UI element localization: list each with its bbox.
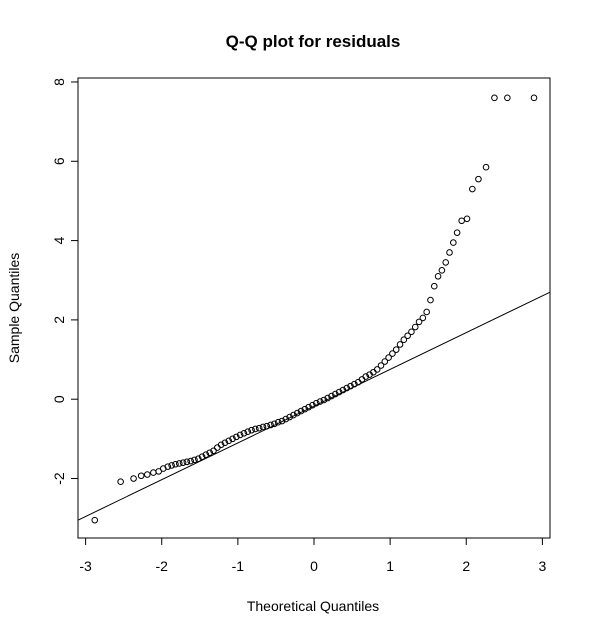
data-point	[118, 479, 124, 485]
data-point	[184, 459, 190, 465]
data-point	[144, 472, 150, 478]
data-point	[424, 309, 430, 315]
data-point	[447, 250, 453, 256]
plot-frame	[78, 78, 550, 538]
data-point	[531, 95, 537, 101]
data-point	[176, 461, 182, 467]
data-point	[464, 216, 470, 222]
data-point	[409, 329, 415, 335]
y-tick-label: 8	[51, 78, 67, 86]
data-point	[492, 95, 498, 101]
data-point	[443, 260, 449, 266]
y-tick-label: 6	[51, 157, 67, 165]
data-point	[215, 445, 221, 451]
data-point	[253, 426, 259, 432]
data-point	[359, 377, 365, 383]
x-tick-label: 1	[386, 558, 394, 574]
reference-line	[78, 292, 550, 520]
x-axis-label: Theoretical Quantiles	[247, 598, 379, 614]
y-tick-label: -2	[51, 472, 67, 485]
y-tick-label: 0	[51, 395, 67, 403]
data-point	[454, 230, 460, 236]
x-tick-label: -1	[232, 558, 245, 574]
data-point	[505, 95, 511, 101]
y-tick-label: 2	[51, 316, 67, 324]
data-point	[451, 240, 457, 246]
data-point	[169, 463, 175, 469]
data-point	[439, 268, 445, 274]
data-point	[92, 517, 98, 523]
data-point	[256, 425, 262, 431]
x-tick-label: 3	[538, 558, 546, 574]
data-point	[138, 473, 144, 479]
data-point	[483, 164, 489, 170]
data-point	[151, 470, 157, 476]
x-tick-label: -2	[156, 558, 169, 574]
data-point	[435, 273, 441, 279]
data-point	[476, 176, 482, 182]
y-tick-label: 4	[51, 236, 67, 244]
data-point	[192, 457, 198, 463]
data-points	[92, 95, 537, 523]
data-point	[180, 460, 186, 466]
data-point	[397, 342, 403, 348]
x-tick-label: 0	[310, 558, 318, 574]
data-point	[431, 283, 437, 289]
data-point	[428, 297, 434, 303]
data-point	[412, 324, 418, 330]
x-tick-label: 2	[462, 558, 470, 574]
data-point	[393, 347, 399, 353]
y-axis: -2 0 2 4 6 8	[51, 78, 78, 485]
data-point	[420, 315, 426, 321]
x-tick-label: -3	[79, 558, 92, 574]
data-point	[188, 458, 194, 464]
y-axis-label: Sample Quantiles	[6, 253, 22, 364]
data-point	[459, 218, 465, 224]
data-point	[260, 424, 266, 430]
data-point	[264, 423, 270, 429]
data-point	[470, 186, 476, 192]
data-point	[173, 461, 179, 467]
x-axis: -3 -2 -1 0 1 2 3	[79, 538, 546, 574]
data-point	[131, 476, 137, 482]
chart-title: Q-Q plot for residuals	[226, 32, 401, 51]
